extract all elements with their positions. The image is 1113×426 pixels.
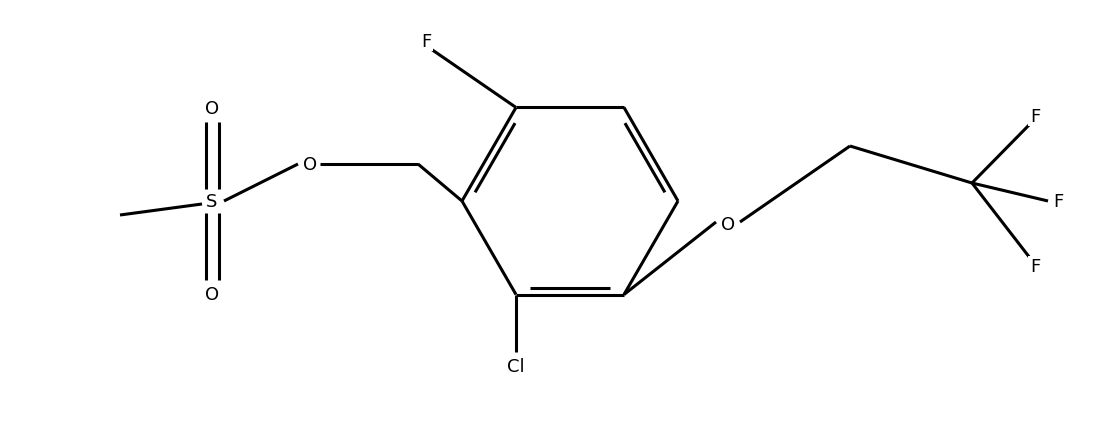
Text: F: F <box>1053 193 1063 210</box>
Text: Cl: Cl <box>508 357 525 375</box>
Text: O: O <box>303 155 317 173</box>
Text: O: O <box>205 100 219 118</box>
Text: O: O <box>205 285 219 303</box>
Text: F: F <box>421 33 431 51</box>
Text: F: F <box>1030 108 1041 126</box>
Text: O: O <box>721 216 735 233</box>
Text: S: S <box>206 193 218 210</box>
Text: F: F <box>1030 257 1041 275</box>
